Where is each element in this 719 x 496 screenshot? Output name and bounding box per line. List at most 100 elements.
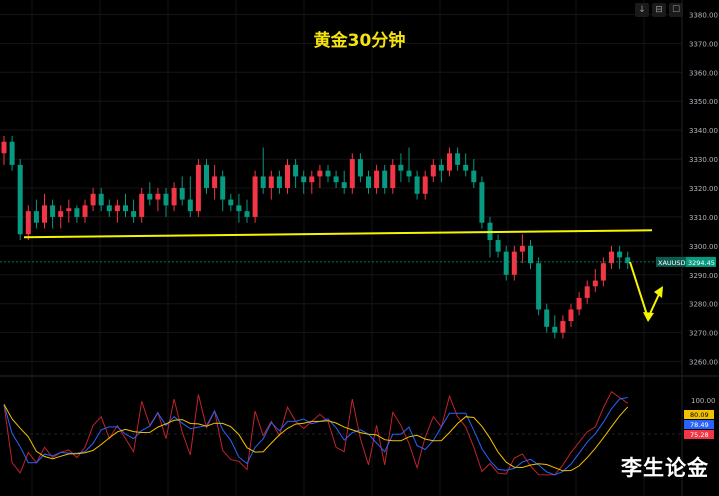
candle-body xyxy=(82,205,88,217)
candle-body xyxy=(155,193,161,200)
candle-body xyxy=(195,164,201,212)
osc-slow-line xyxy=(3,404,629,472)
osc-value-label: 78.49 xyxy=(690,421,709,429)
minimize-icon[interactable]: ⊟ xyxy=(652,3,666,17)
arrow-down-icon[interactable]: ↓ xyxy=(635,3,649,17)
candle-body xyxy=(341,182,347,188)
osc-mid-line xyxy=(3,397,628,476)
osc-value-tag xyxy=(684,420,714,429)
candle-body xyxy=(252,176,258,217)
symbol-tag xyxy=(656,256,686,267)
candle-body xyxy=(390,164,396,188)
candle-body xyxy=(244,211,250,217)
last-price-label: 3294.45 xyxy=(688,259,715,267)
candle-body xyxy=(1,141,7,154)
candle-body xyxy=(552,326,558,333)
price-tick-label: 3330.00 xyxy=(689,156,718,164)
candle-body xyxy=(58,211,64,217)
candle-body xyxy=(422,176,428,194)
candle-body xyxy=(528,245,533,264)
candle-body xyxy=(204,164,209,188)
price-tick-label: 3310.00 xyxy=(689,214,718,222)
candle-body xyxy=(414,176,420,194)
price-tick-label: 3340.00 xyxy=(689,127,718,135)
candle-body xyxy=(50,205,56,217)
maximize-icon[interactable]: ☐ xyxy=(669,3,683,17)
candle-body xyxy=(544,309,550,327)
candle-body xyxy=(374,170,380,188)
support-line xyxy=(23,229,653,239)
price-tick-label: 3350.00 xyxy=(689,98,718,106)
candle-body xyxy=(98,193,104,206)
osc-value-tag xyxy=(684,430,714,439)
candle-body xyxy=(114,205,120,212)
candle-body xyxy=(42,205,47,223)
annotations xyxy=(0,229,682,322)
symbol-label: XAUUSD xyxy=(658,259,686,267)
candle-body xyxy=(187,199,193,212)
price-tick-label: 3320.00 xyxy=(689,185,718,193)
candle-body xyxy=(236,205,242,212)
candle-body xyxy=(309,176,315,183)
candle-body xyxy=(382,170,388,188)
candle-body xyxy=(609,251,614,264)
osc-value-label: 80.09 xyxy=(690,411,709,419)
price-tick-label: 3290.00 xyxy=(689,272,718,280)
candle-body xyxy=(325,170,331,177)
candle-body xyxy=(317,170,323,177)
candle-body xyxy=(560,321,566,333)
candle-body xyxy=(357,159,363,177)
candle-body xyxy=(617,251,623,258)
price-tick-label: 3280.00 xyxy=(689,301,718,309)
candle-body xyxy=(568,309,574,322)
candle-body xyxy=(9,141,15,165)
osc-tick-label: 100.00 xyxy=(691,397,716,405)
candle-body xyxy=(463,164,469,171)
candle-body xyxy=(17,164,23,235)
candle-body xyxy=(171,188,177,206)
candle-body xyxy=(123,205,128,212)
candle-body xyxy=(519,245,525,252)
price-tick-label: 3370.00 xyxy=(689,40,718,48)
candle-body xyxy=(349,159,355,188)
candle-body xyxy=(471,170,477,183)
arrow-head-down xyxy=(643,312,654,322)
price-tick-label: 3360.00 xyxy=(689,69,718,77)
candle-body xyxy=(90,193,96,206)
candle-body xyxy=(285,164,290,188)
candle-body xyxy=(260,176,266,188)
candle-body xyxy=(592,280,598,287)
candle-body xyxy=(536,263,542,310)
candle-body xyxy=(131,211,137,217)
candle-body xyxy=(406,170,412,177)
price-tick-label: 3270.00 xyxy=(689,330,718,338)
candle-body xyxy=(455,153,461,165)
osc-fast-line xyxy=(3,391,628,476)
candle-body xyxy=(276,176,282,188)
candle-body xyxy=(600,263,606,281)
candle-body xyxy=(268,176,274,188)
candle-body xyxy=(398,164,404,171)
candle-body xyxy=(438,164,444,171)
candle-body xyxy=(479,182,485,223)
oscillator-panel xyxy=(0,391,682,476)
candle-body xyxy=(25,211,31,235)
candle-body xyxy=(584,286,590,298)
price-tick-label: 3380.00 xyxy=(689,11,718,19)
candle-body xyxy=(495,240,501,252)
watermark: 李生论金 xyxy=(621,456,709,480)
price-axis: 3380.00 3370.00 3360.00 3350.00 3340.00 3330.… xyxy=(656,11,718,439)
osc-value-tag xyxy=(684,410,714,419)
candle-body xyxy=(163,193,169,206)
arrow-head-up xyxy=(654,286,663,298)
candlestick-series xyxy=(1,135,631,339)
osc-value-label: 75.28 xyxy=(690,431,709,439)
candle-body xyxy=(576,297,582,310)
candle-body xyxy=(503,251,509,275)
candle-body xyxy=(366,176,371,188)
price-tick-label: 3300.00 xyxy=(689,243,718,251)
candle-body xyxy=(179,188,185,200)
